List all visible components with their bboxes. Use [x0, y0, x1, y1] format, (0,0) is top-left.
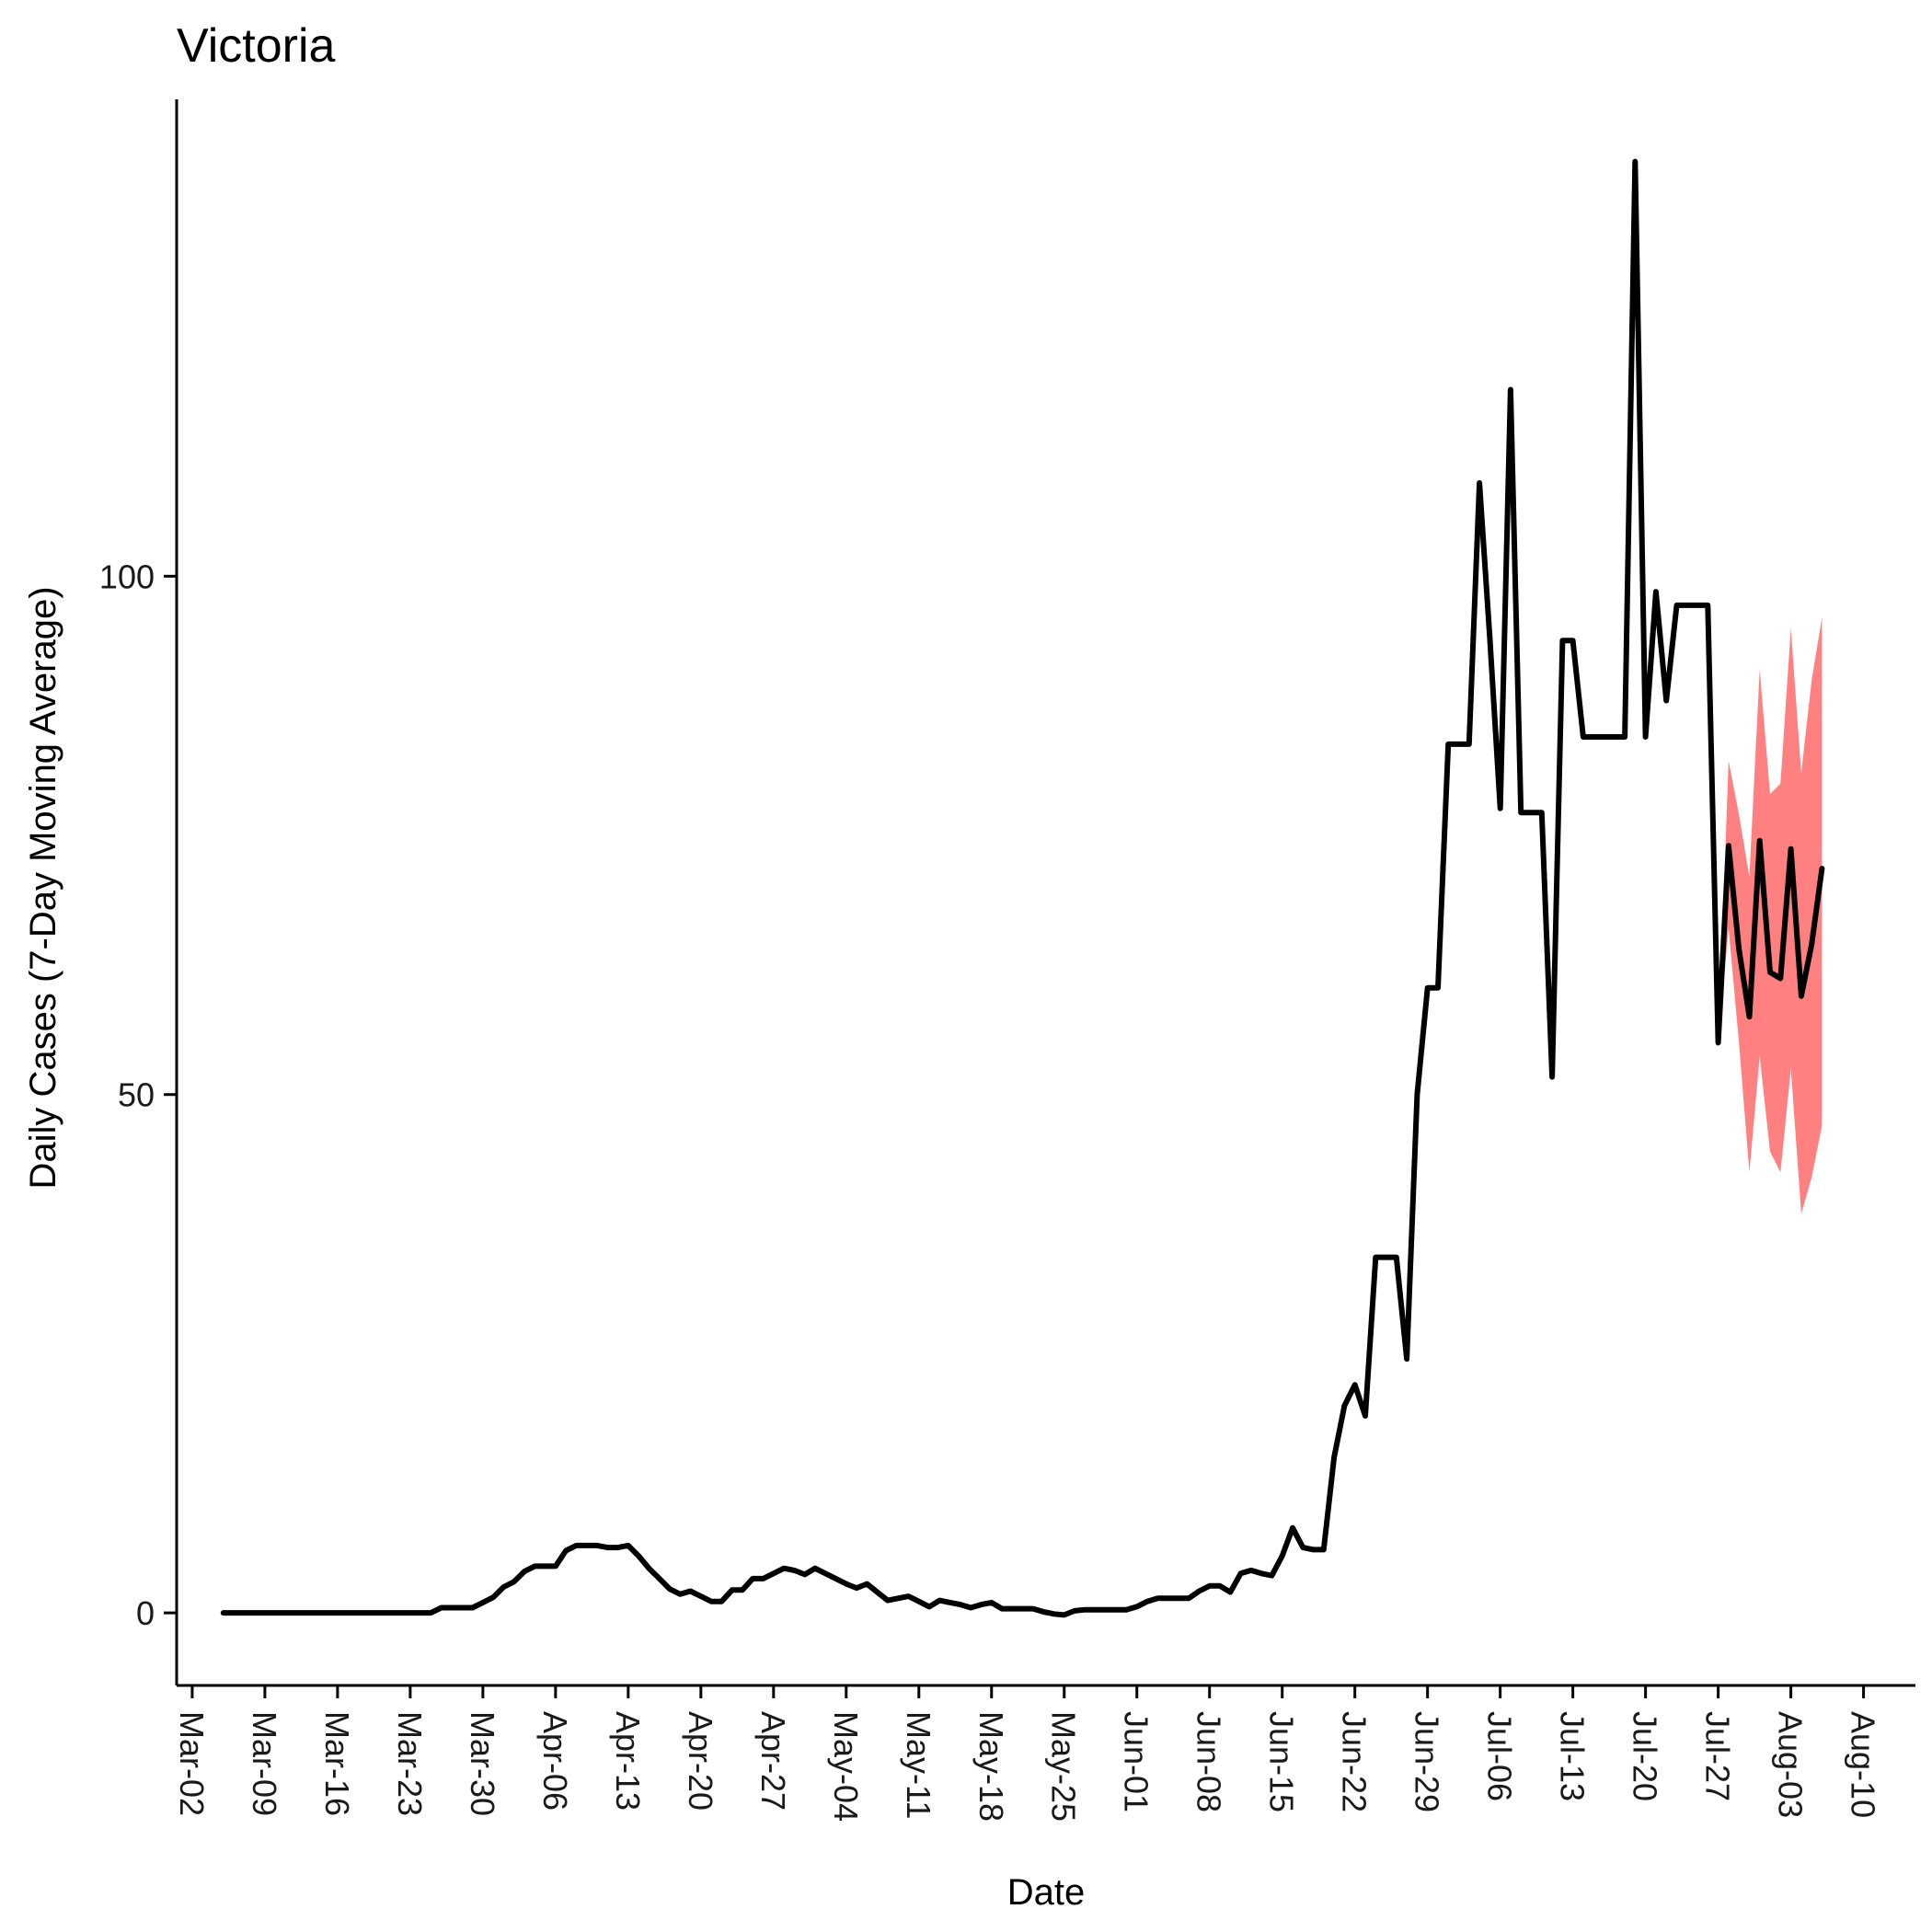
- x-tick-label: Aug-03: [1772, 1711, 1810, 1818]
- x-tick-label: Jun-29: [1409, 1711, 1446, 1812]
- y-tick-label: 100: [99, 558, 155, 595]
- x-tick-label: Mar-09: [246, 1711, 283, 1816]
- x-tick-label: Jun-01: [1118, 1711, 1156, 1812]
- x-tick-label: Apr-27: [754, 1711, 792, 1811]
- x-ticks: Mar-02 Mar-09 Mar-16 Mar-23 Mar-30 Apr-06 Apr-…: [173, 1685, 1882, 1822]
- x-tick-label: May-11: [900, 1711, 937, 1819]
- forecast-band-layer: [1718, 617, 1823, 1214]
- x-tick-label: Apr-20: [682, 1711, 719, 1811]
- x-tick-label: Aug-10: [1845, 1711, 1882, 1818]
- x-tick-label: Apr-13: [609, 1711, 647, 1811]
- series-layer: [220, 158, 1825, 1618]
- y-ticks: 0 50 100: [99, 558, 177, 1632]
- x-tick-label: Mar-02: [173, 1711, 211, 1816]
- x-tick-label: May-25: [1045, 1711, 1083, 1822]
- x-tick-label: Jul-13: [1554, 1711, 1592, 1801]
- x-tick-label: Jul-20: [1627, 1711, 1664, 1801]
- series-line-observed: [220, 158, 1825, 1618]
- chart-title: Victoria: [177, 19, 336, 73]
- forecast-band: [1718, 617, 1823, 1214]
- y-axis-title: Daily Cases (7-Day Moving Average): [23, 586, 63, 1189]
- x-tick-label: May-04: [827, 1711, 865, 1822]
- x-tick-label: May-18: [972, 1711, 1010, 1822]
- x-tick-label: Jun-08: [1190, 1711, 1228, 1812]
- x-tick-label: Jun-22: [1336, 1711, 1374, 1812]
- x-tick-label: Jun-15: [1263, 1711, 1301, 1812]
- x-tick-label: Mar-23: [391, 1711, 429, 1816]
- x-tick-label: Mar-30: [464, 1711, 501, 1816]
- x-tick-label: Jul-06: [1481, 1711, 1519, 1801]
- y-tick-label: 50: [118, 1076, 155, 1114]
- x-tick-label: Apr-06: [536, 1711, 574, 1811]
- x-axis-title: Date: [1007, 1872, 1086, 1913]
- y-tick-label: 0: [136, 1594, 155, 1632]
- x-tick-label: Jul-27: [1699, 1711, 1737, 1801]
- x-tick-label: Mar-16: [318, 1711, 356, 1816]
